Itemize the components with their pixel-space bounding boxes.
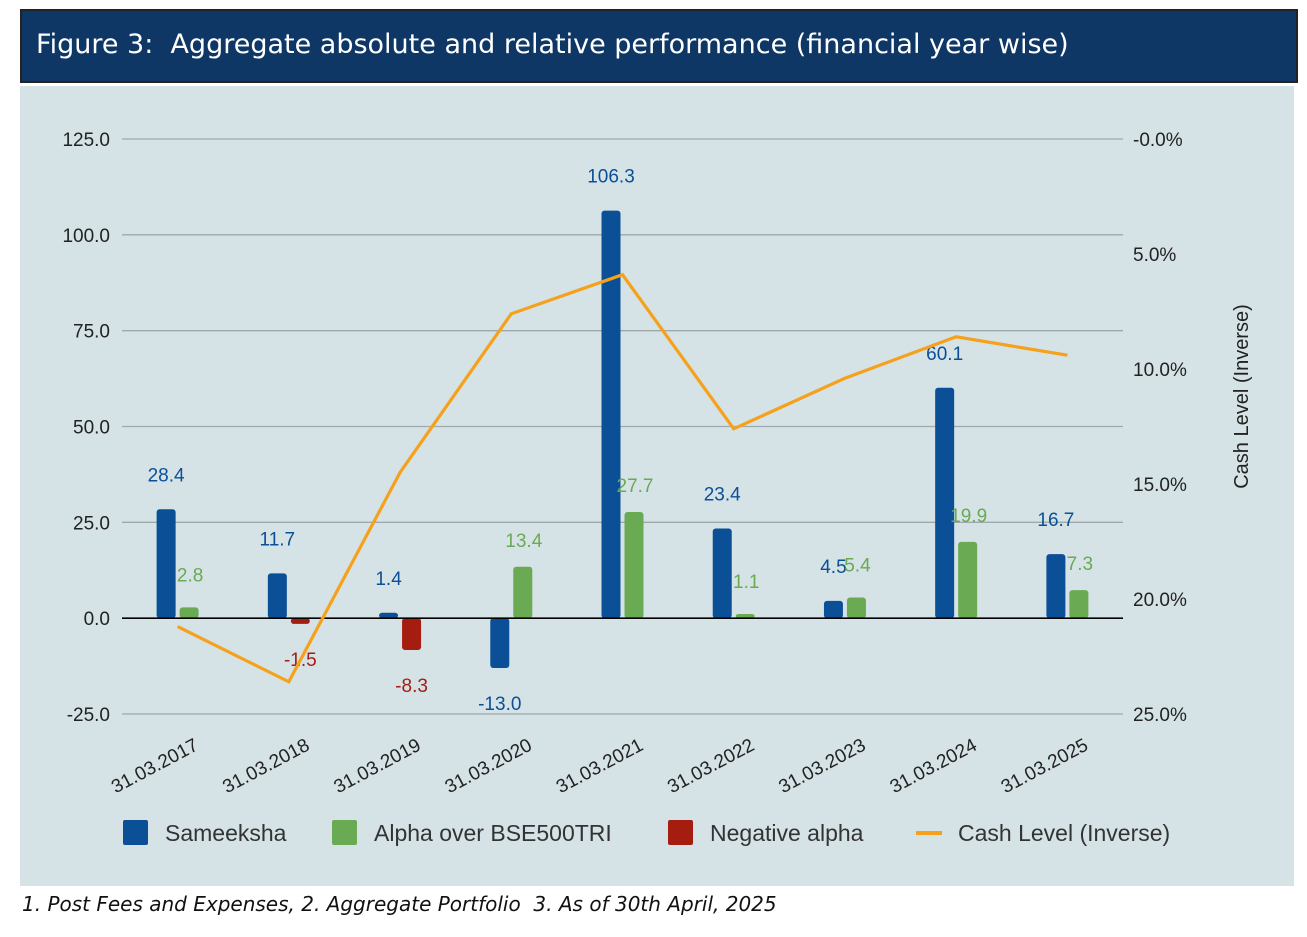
bar-alpha bbox=[624, 511, 644, 619]
y2-axis-title: Cash Level (Inverse) bbox=[1231, 304, 1253, 489]
bar-sameeksha bbox=[267, 573, 287, 619]
bar-sameeksha bbox=[601, 210, 621, 619]
data-label-sameeksha: 11.7 bbox=[260, 529, 296, 550]
x-tick-label: 31.03.2025 bbox=[998, 735, 1092, 798]
y-tick-label-right: -0.0% bbox=[1133, 130, 1183, 151]
y-tick-label-right: 10.0% bbox=[1133, 360, 1187, 381]
bar-alpha bbox=[846, 597, 866, 619]
bar-negative-alpha bbox=[402, 618, 422, 650]
figure-title: Figure 3: Aggregate absolute and relativ… bbox=[36, 29, 1069, 60]
figure-header: Figure 3: Aggregate absolute and relativ… bbox=[20, 9, 1298, 83]
x-tick-label: 31.03.2019 bbox=[331, 735, 425, 798]
legend-swatch bbox=[332, 820, 357, 845]
data-label-alpha: 19.9 bbox=[950, 506, 987, 527]
y-tick-label-right: 15.0% bbox=[1133, 475, 1187, 496]
bar-alpha bbox=[179, 607, 199, 619]
bar-sameeksha bbox=[1046, 554, 1066, 619]
y-tick-label-left: 125.0 bbox=[62, 130, 110, 151]
x-tick-label: 31.03.2024 bbox=[887, 735, 981, 798]
bar-sameeksha bbox=[823, 600, 843, 619]
y-tick-label-left: 0.0 bbox=[84, 609, 110, 630]
bar-sameeksha bbox=[379, 612, 399, 619]
bar-sameeksha bbox=[935, 387, 955, 619]
bar-alpha bbox=[1069, 590, 1089, 619]
bar-alpha bbox=[958, 541, 978, 619]
y-tick-label-right: 20.0% bbox=[1133, 590, 1187, 611]
bar-sameeksha bbox=[156, 509, 176, 619]
x-tick-label: 31.03.2022 bbox=[664, 735, 758, 798]
data-label-negative-alpha: -8.3 bbox=[395, 676, 428, 697]
x-tick-label: 31.03.2020 bbox=[442, 735, 536, 798]
bar-alpha bbox=[513, 566, 533, 619]
bar-alpha bbox=[735, 613, 755, 619]
bar-negative-alpha bbox=[290, 618, 310, 624]
data-label-sameeksha: 16.7 bbox=[1037, 510, 1074, 531]
data-label-sameeksha: 1.4 bbox=[375, 569, 402, 590]
data-label-sameeksha: 23.4 bbox=[704, 484, 741, 505]
y-tick-label-right: 5.0% bbox=[1133, 245, 1176, 266]
y-tick-label-left: 75.0 bbox=[73, 322, 110, 343]
y-tick-label-left: 100.0 bbox=[62, 226, 110, 247]
data-label-alpha: 1.1 bbox=[733, 572, 759, 593]
data-label-sameeksha: 28.4 bbox=[148, 465, 185, 486]
performance-chart: 125.0 100.0 75.0 50.0 25.0 0.0 -25.0 -0.0% 5.0% 1… bbox=[62, 130, 1253, 846]
x-tick-label: 31.03.2023 bbox=[775, 735, 869, 798]
x-tick-label: 31.03.2018 bbox=[219, 735, 313, 798]
legend-swatch bbox=[668, 820, 693, 845]
legend-label: Alpha over BSE500TRI bbox=[374, 820, 612, 846]
y-tick-label-left: -25.0 bbox=[67, 705, 110, 726]
y-tick-label-right: 25.0% bbox=[1133, 705, 1187, 726]
legend-label: Negative alpha bbox=[710, 820, 864, 846]
legend-label: Sameeksha bbox=[165, 820, 287, 846]
data-label-sameeksha: -13.0 bbox=[478, 694, 521, 715]
data-label-alpha: 7.3 bbox=[1067, 554, 1093, 575]
data-label-alpha: 27.7 bbox=[617, 476, 654, 497]
bar-sameeksha bbox=[490, 618, 510, 668]
chart-panel: 125.0 100.0 75.0 50.0 25.0 0.0 -25.0 -0.0% 5.0% 1… bbox=[20, 86, 1294, 886]
data-label-sameeksha: 60.1 bbox=[926, 344, 963, 365]
legend-swatch bbox=[123, 820, 148, 845]
y-tick-label-left: 50.0 bbox=[73, 418, 110, 439]
x-tick-label: 31.03.2021 bbox=[553, 735, 647, 798]
footnote: 1. Post Fees and Expenses, 2. Aggregate … bbox=[22, 892, 777, 916]
data-label-alpha: 2.8 bbox=[177, 565, 203, 586]
data-label-alpha: 13.4 bbox=[505, 531, 542, 552]
x-tick-label: 31.03.2017 bbox=[108, 735, 202, 798]
data-label-sameeksha: 4.5 bbox=[820, 557, 846, 578]
y-tick-label-left: 25.0 bbox=[73, 513, 110, 534]
data-label-alpha: 5.4 bbox=[844, 555, 871, 576]
legend-label: Cash Level (Inverse) bbox=[958, 820, 1170, 846]
data-label-sameeksha: 106.3 bbox=[587, 167, 635, 188]
bar-sameeksha bbox=[712, 528, 732, 619]
